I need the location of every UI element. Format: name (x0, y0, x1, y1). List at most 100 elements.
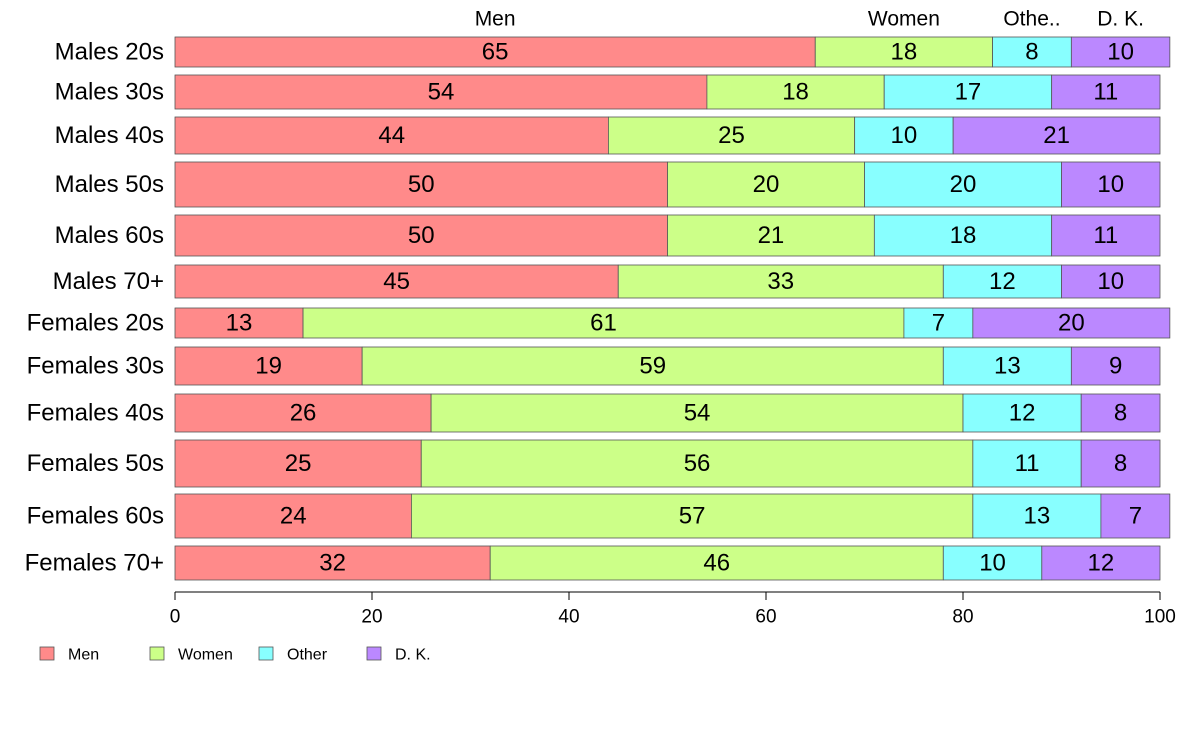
bar-value-label: 24 (280, 503, 307, 530)
bar-segment (174, 439, 422, 488)
bar-value-label: 8 (1114, 450, 1127, 477)
x-tick-label: 20 (361, 607, 382, 628)
bar-value-label: 10 (979, 550, 1006, 577)
bar-segment (608, 116, 856, 155)
bar-segment (706, 74, 885, 110)
legend-label: Women (178, 647, 233, 664)
bar-segment (814, 36, 993, 68)
bar-value-label: 21 (758, 222, 785, 249)
bar-segment (952, 116, 1161, 155)
bar-value-label: 8 (1025, 39, 1038, 66)
bar-segment (962, 393, 1082, 433)
bar-segment (174, 307, 304, 339)
bar-value-label: 11 (1093, 222, 1118, 249)
legend-label: D. K. (395, 647, 431, 664)
bar-segment (667, 214, 875, 257)
y-category-label: Females 40s (27, 400, 164, 427)
bar-segment (972, 439, 1082, 488)
y-category-label: Females 30s (27, 353, 164, 380)
bars: 65 18 8 10 54 18 17 11 44 25 10 21 50 20 20 10 50 21 18 11 4… (174, 36, 1171, 581)
bar-value-label: 17 (955, 79, 982, 106)
bar-value-label: 10 (1097, 268, 1124, 295)
bar-value-label: 13 (226, 310, 253, 337)
y-category-label: Males 70+ (53, 268, 164, 295)
bar-value-label: 59 (639, 353, 666, 380)
bar-segment (174, 545, 491, 581)
x-tick-label: 0 (170, 607, 181, 628)
y-category-label: Females 60s (27, 503, 164, 530)
bar-value-label: 20 (1058, 310, 1085, 337)
bar-value-label: 25 (718, 122, 745, 149)
bar-value-label: 7 (932, 310, 945, 337)
bar-value-label: 10 (891, 122, 918, 149)
y-category-label: Males 20s (55, 39, 164, 66)
y-category-label: Females 50s (27, 450, 164, 477)
bar-value-label: 25 (285, 450, 312, 477)
bar-value-label: 32 (319, 550, 346, 577)
top-category-label: D. K. (1097, 8, 1144, 31)
bar-segment (942, 346, 1072, 386)
bar-segment (972, 493, 1102, 539)
y-category-label: Females 70+ (25, 550, 164, 577)
bar-value-label: 57 (679, 503, 706, 530)
bar-segment (1041, 545, 1161, 581)
legend-label: Other (287, 647, 328, 664)
legend-swatch (39, 646, 55, 661)
bar-segment (174, 36, 816, 68)
bar-segment (1080, 393, 1161, 433)
bar-segment (1051, 74, 1161, 110)
bar-value-label: 45 (383, 268, 410, 295)
bar-segment (1070, 346, 1161, 386)
bar-value-label: 9 (1109, 353, 1122, 380)
bar-segment (1070, 36, 1171, 68)
legend-label: Men (68, 647, 99, 664)
x-tick-label: 40 (558, 607, 579, 628)
bar-value-label: 20 (753, 171, 780, 198)
y-category-label: Males 60s (55, 222, 164, 249)
legend: Men Women Other D. K. (39, 646, 431, 664)
bar-value-label: 65 (482, 39, 509, 66)
bar-segment (174, 493, 412, 539)
bar-value-label: 56 (684, 450, 711, 477)
bar-segment (864, 161, 1062, 208)
bar-segment (174, 74, 708, 110)
y-axis-labels: Males 20s Males 30s Males 40s Males 50s Male… (25, 39, 164, 577)
bar-segment (420, 439, 974, 488)
y-category-label: Males 40s (55, 122, 164, 149)
bar-value-label: 18 (950, 222, 977, 249)
bar-value-label: 61 (590, 310, 617, 337)
bar-segment (174, 116, 609, 155)
bar-value-label: 13 (1024, 503, 1051, 530)
bar-segment (1061, 161, 1161, 208)
bar-value-label: 21 (1043, 122, 1070, 149)
legend-swatch (149, 646, 165, 661)
bar-segment (1100, 493, 1171, 539)
bar-segment (430, 393, 964, 433)
bar-value-label: 26 (290, 400, 317, 427)
bar-segment (617, 264, 944, 299)
bar-value-label: 33 (767, 268, 794, 295)
bar-value-label: 18 (891, 39, 918, 66)
bar-segment (942, 545, 1043, 581)
bar-value-label: 11 (1093, 79, 1118, 106)
y-category-label: Males 50s (55, 171, 164, 198)
bar-segment (489, 545, 944, 581)
bar-value-label: 7 (1129, 503, 1142, 530)
bar-segment (174, 214, 668, 257)
bar-segment (1061, 264, 1161, 299)
bar-segment (992, 36, 1072, 68)
bar-segment (883, 74, 1053, 110)
bar-value-label: 50 (408, 222, 435, 249)
bar-segment (1051, 214, 1161, 257)
top-category-labels: Men Women Othe.. D. K. (475, 8, 1144, 31)
bar-value-label: 8 (1114, 400, 1127, 427)
bar-value-label: 46 (703, 550, 730, 577)
x-tick-label: 80 (952, 607, 973, 628)
x-axis: 0 20 40 60 80 100 (170, 591, 1176, 628)
bar-segment (873, 214, 1053, 257)
x-tick-label: 100 (1144, 607, 1176, 628)
y-category-label: Females 20s (27, 310, 164, 337)
legend-swatch (258, 646, 274, 661)
bar-value-label: 11 (1015, 450, 1040, 477)
